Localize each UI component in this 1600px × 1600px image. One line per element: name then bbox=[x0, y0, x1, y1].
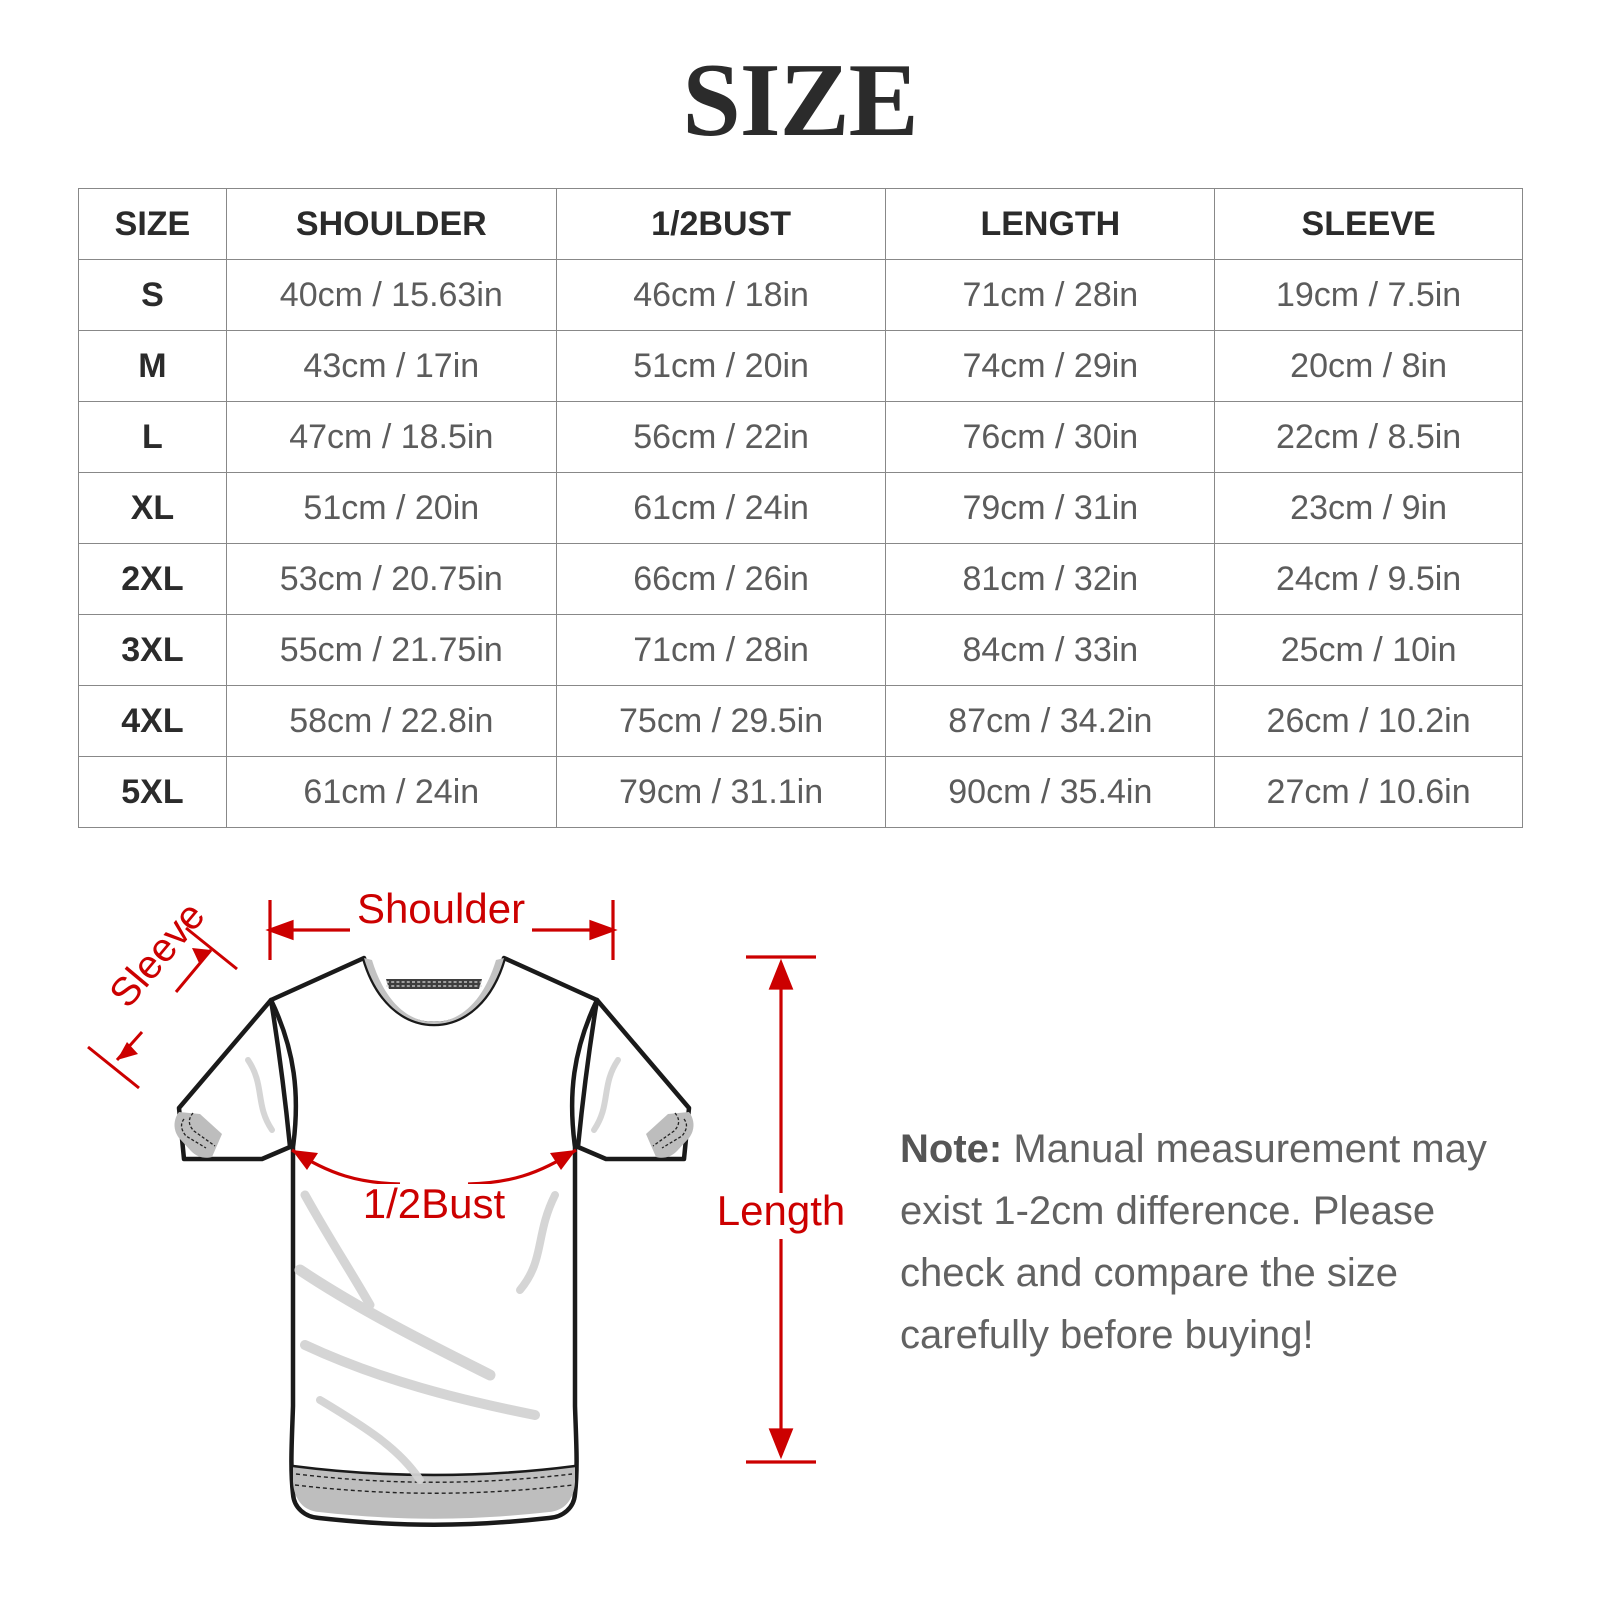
svg-text:1/2Bust: 1/2Bust bbox=[363, 1180, 506, 1227]
svg-text:Length: Length bbox=[717, 1187, 845, 1234]
svg-text:Shoulder: Shoulder bbox=[357, 885, 525, 932]
